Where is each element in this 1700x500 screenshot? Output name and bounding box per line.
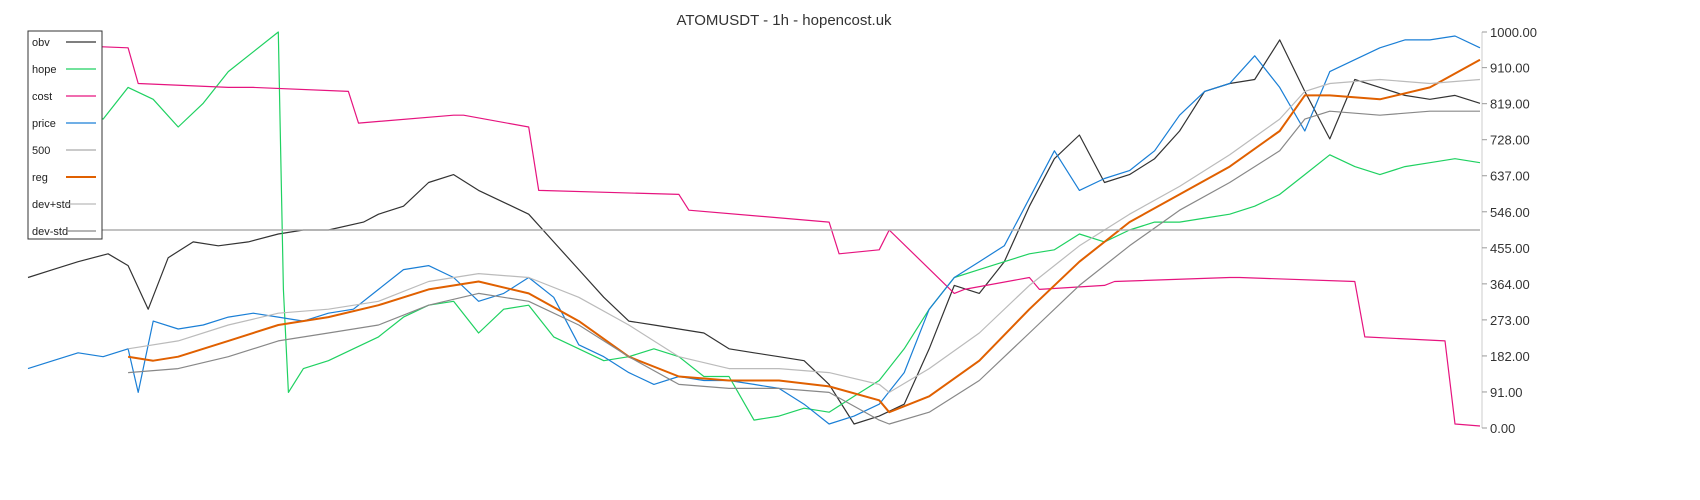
legend-label-price: price	[32, 118, 56, 130]
legend: obv hope cost price 500 reg dev+std dev-std	[27, 30, 103, 240]
legend-label-500: 500	[32, 145, 50, 157]
series-line-hope	[27, 31, 1481, 421]
y-tick-label: 455.00	[1490, 241, 1530, 256]
legend-label-reg: reg	[32, 172, 48, 184]
legend-label-obv: obv	[32, 37, 50, 49]
y-tick-label: 637.00	[1490, 169, 1530, 184]
y-tick-label: 273.00	[1490, 313, 1530, 328]
y-tick-label: 910.00	[1490, 61, 1530, 76]
legend-label-dev-std: dev-std	[32, 226, 68, 238]
series-line-price	[27, 35, 1481, 425]
chart-title: ATOMUSDT - 1h - hopencost.uk	[676, 12, 892, 29]
legend-label-dev-std: dev+std	[32, 199, 71, 211]
series-line-dev-std	[128, 78, 1481, 393]
legend-label-cost: cost	[32, 91, 52, 103]
legend-label-hope: hope	[32, 64, 56, 76]
series-line-reg	[127, 58, 1481, 414]
y-tick-label: 364.00	[1490, 277, 1530, 292]
y-tick-label: 546.00	[1490, 205, 1530, 220]
y-tick-label: 91.00	[1490, 385, 1523, 400]
series-line-obv	[27, 39, 1481, 425]
y-tick-label: 728.00	[1490, 133, 1530, 148]
series-line-cost	[27, 43, 1481, 427]
y-tick-label: 819.00	[1490, 97, 1530, 112]
y-tick-label: 0.00	[1490, 421, 1515, 436]
y-tick-label: 1000.00	[1490, 25, 1537, 40]
y-tick-label: 182.00	[1490, 349, 1530, 364]
plot-lines	[27, 31, 1481, 427]
y-axis: 1000.00 910.00 819.00 728.00 637.00 546.00 455…	[1481, 25, 1537, 436]
series-line-dev-std	[128, 110, 1480, 425]
